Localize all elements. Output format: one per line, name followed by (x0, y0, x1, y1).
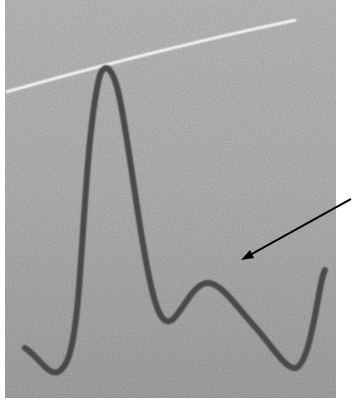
image (0, 0, 354, 405)
ultrasound-background (5, 0, 336, 398)
page: (() => { const data = JSON.parse(documen… (0, 0, 354, 405)
